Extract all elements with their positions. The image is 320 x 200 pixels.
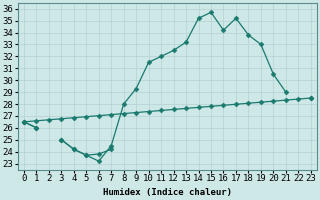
X-axis label: Humidex (Indice chaleur): Humidex (Indice chaleur) — [103, 188, 232, 197]
